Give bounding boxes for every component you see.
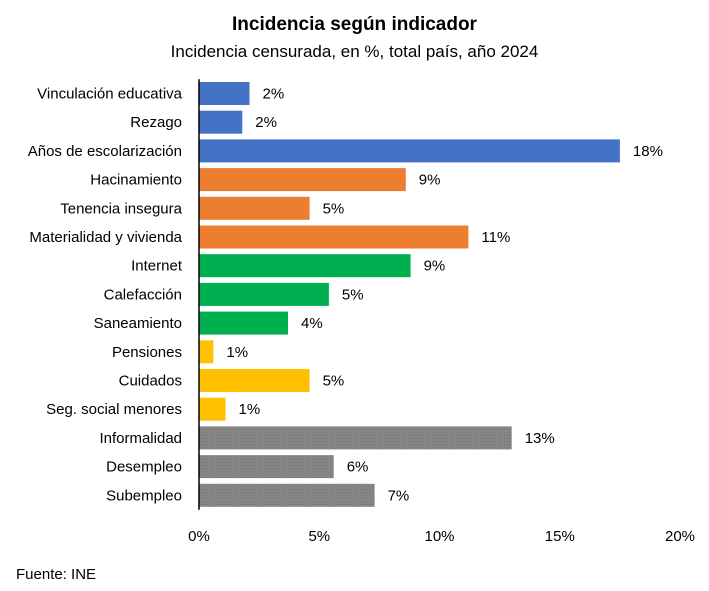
x-tick-label: 0% <box>188 528 210 545</box>
bar <box>199 196 310 220</box>
bar <box>199 483 375 507</box>
data-label: 18% <box>633 143 663 160</box>
bar <box>199 397 226 421</box>
category-label: Materialidad y vivienda <box>29 229 182 246</box>
x-tick-label: 10% <box>424 528 454 545</box>
chart-title: Incidencia según indicador <box>232 14 477 35</box>
x-tick-label: 15% <box>545 528 575 545</box>
data-label: 5% <box>323 373 345 390</box>
category-label: Internet <box>131 258 183 275</box>
category-label: Informalidad <box>99 430 182 447</box>
category-label: Pensiones <box>112 344 182 361</box>
bar <box>199 340 214 364</box>
category-label: Cuidados <box>119 373 182 390</box>
data-label: 9% <box>419 172 441 189</box>
category-label: Hacinamiento <box>90 172 182 189</box>
category-label: Seg. social menores <box>46 401 182 418</box>
category-label: Años de escolarización <box>28 143 182 160</box>
category-label: Rezago <box>130 114 182 131</box>
data-label: 11% <box>481 229 510 246</box>
bars-layer <box>199 82 620 507</box>
bar <box>199 139 620 163</box>
source-note: Fuente: INE <box>16 566 97 583</box>
data-label: 4% <box>301 315 323 332</box>
data-label: 9% <box>424 258 446 275</box>
bar <box>199 311 288 335</box>
x-tick-labels: 0% 5% 10% 15% 20% <box>188 528 695 545</box>
category-label: Desempleo <box>106 459 182 476</box>
category-label: Saneamiento <box>94 315 182 332</box>
category-label: Subempleo <box>106 487 182 504</box>
bar <box>199 110 243 134</box>
data-label: 13% <box>525 430 555 447</box>
data-label: 6% <box>347 459 369 476</box>
bar <box>199 168 406 192</box>
bar <box>199 282 329 306</box>
bar <box>199 369 310 392</box>
data-label: 2% <box>255 114 277 131</box>
data-label: 5% <box>323 200 345 217</box>
labels-layer: Vinculación educativa 2% Rezago 2% Años de e… <box>28 86 663 505</box>
data-label: 1% <box>226 344 248 361</box>
x-tick-label: 5% <box>308 528 330 545</box>
bar <box>199 455 334 479</box>
bar <box>199 225 469 249</box>
data-label: 1% <box>239 401 261 418</box>
category-label: Vinculación educativa <box>37 86 182 103</box>
data-label: 5% <box>342 286 364 303</box>
x-tick-label: 20% <box>665 528 695 545</box>
data-label: 2% <box>263 86 285 103</box>
bar <box>199 82 250 105</box>
bar <box>199 254 411 278</box>
data-label: 7% <box>388 487 410 504</box>
bar <box>199 426 512 450</box>
category-label: Calefacción <box>104 286 182 303</box>
chart-subtitle: Incidencia censurada, en %, total país, … <box>170 42 539 61</box>
category-label: Tenencia insegura <box>60 200 182 217</box>
